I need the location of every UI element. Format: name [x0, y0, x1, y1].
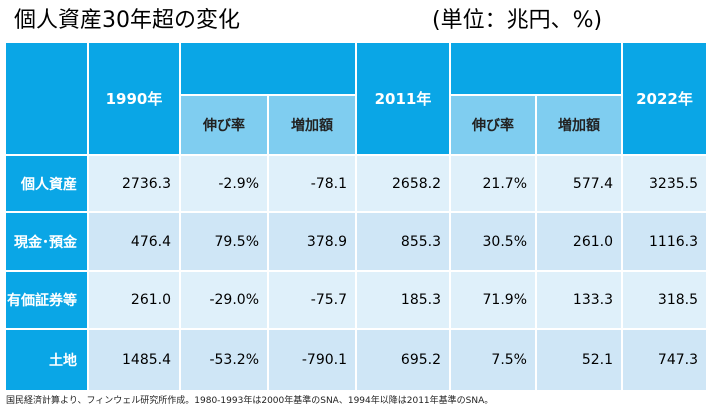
table-cell: -78.1 — [269, 156, 357, 213]
page-title: 個人資産30年超の変化 — [14, 8, 240, 33]
table-cell: 747.3 — [623, 330, 706, 390]
header-growth-2-label: 伸び率 — [472, 118, 514, 134]
table-cell: 133.3 — [537, 272, 623, 330]
cell-value: 30.5% — [482, 233, 527, 250]
row-label-text: 個人資産 — [21, 176, 77, 193]
table-cell: -2.9% — [181, 156, 269, 213]
row-label-text: 現金･預金 — [14, 234, 77, 251]
row-label-text: 有価証券等 — [7, 293, 77, 309]
header-growth-1: 伸び率 — [181, 96, 269, 156]
row-label-land: 土地 — [6, 330, 89, 390]
table-cell: -53.2% — [181, 330, 269, 390]
table-cell: 577.4 — [537, 156, 623, 213]
cell-value: 7.5% — [491, 352, 527, 368]
cell-value: 52.1 — [581, 352, 613, 368]
table-cell: 185.3 — [357, 272, 451, 330]
table-cell: 1485.4 — [89, 330, 181, 390]
cell-value: 21.7% — [482, 175, 527, 192]
cell-value: -29.0% — [209, 292, 259, 308]
header-corner — [6, 43, 89, 156]
cell-value: 747.3 — [657, 352, 698, 368]
cell-value: 79.5% — [214, 233, 259, 250]
cell-value: 318.5 — [657, 292, 698, 308]
table-cell: 476.4 — [89, 213, 181, 272]
table-cell: 71.9% — [451, 272, 537, 330]
cell-value: 476.4 — [130, 233, 171, 250]
cell-value: -790.1 — [301, 352, 347, 368]
cell-value: 1116.3 — [649, 233, 698, 250]
table-cell: 2736.3 — [89, 156, 181, 213]
header-span-1 — [181, 43, 357, 96]
cell-value: -53.2% — [209, 352, 259, 368]
table-cell: 7.5% — [451, 330, 537, 390]
cell-value: 577.4 — [572, 175, 613, 192]
table-cell: 318.5 — [623, 272, 706, 330]
cell-value: 2658.2 — [392, 175, 441, 192]
cell-value: 261.0 — [130, 292, 171, 308]
table-cell: 261.0 — [537, 213, 623, 272]
source-footnote: 国民経済計算より、フィンウェル研究所作成。1980-1993年は2000年基準の… — [6, 396, 494, 406]
cell-value: 133.3 — [572, 292, 613, 308]
table-cell: 21.7% — [451, 156, 537, 213]
table-cell: -29.0% — [181, 272, 269, 330]
cell-value: 71.9% — [482, 292, 527, 308]
cell-value: -75.7 — [310, 292, 347, 308]
table-cell: -790.1 — [269, 330, 357, 390]
header-increase-2-label: 増加額 — [558, 118, 600, 134]
table-cell: 2658.2 — [357, 156, 451, 213]
row-label-cash: 現金･預金 — [6, 213, 89, 272]
cell-value: 261.0 — [572, 233, 613, 250]
header-2011: 2011年 — [357, 43, 451, 156]
unit-label: (単位：兆円、%) — [432, 8, 603, 33]
table-cell: 30.5% — [451, 213, 537, 272]
header-span-2 — [451, 43, 623, 96]
header-2022-label: 2022年 — [636, 90, 693, 108]
header-growth-2: 伸び率 — [451, 96, 537, 156]
cell-value: 2736.3 — [122, 175, 171, 192]
cell-value: 3235.5 — [649, 175, 698, 192]
header-growth-1-label: 伸び率 — [203, 118, 245, 134]
cell-value: 185.3 — [400, 292, 441, 308]
row-label-text: 土地 — [49, 353, 77, 369]
table-cell: 1116.3 — [623, 213, 706, 272]
cell-value: 695.2 — [400, 352, 441, 368]
table-cell: 79.5% — [181, 213, 269, 272]
table-cell: 695.2 — [357, 330, 451, 390]
header-increase-1-label: 増加額 — [291, 118, 333, 134]
cell-value: 855.3 — [400, 233, 441, 250]
table-cell: -75.7 — [269, 272, 357, 330]
row-label-total: 個人資産 — [6, 156, 89, 213]
asset-change-table: 1990年 伸び率 増加額 2011年 伸び率 増加額 2022年 個人資産 2… — [6, 43, 706, 390]
table-cell: 855.3 — [357, 213, 451, 272]
cell-value: -78.1 — [310, 175, 347, 192]
row-label-securities: 有価証券等 — [6, 272, 89, 330]
header-2011-label: 2011年 — [374, 90, 432, 108]
table-cell: 261.0 — [89, 272, 181, 330]
header-1990-label: 1990年 — [105, 90, 163, 108]
cell-value: 1485.4 — [122, 352, 171, 368]
table-cell: 378.9 — [269, 213, 357, 272]
header-2022: 2022年 — [623, 43, 706, 156]
table-cell: 52.1 — [537, 330, 623, 390]
header-increase-2: 増加額 — [537, 96, 623, 156]
header-increase-1: 増加額 — [269, 96, 357, 156]
table-cell: 3235.5 — [623, 156, 706, 213]
header-1990: 1990年 — [89, 43, 181, 156]
cell-value: -2.9% — [218, 175, 259, 192]
cell-value: 378.9 — [306, 233, 347, 250]
